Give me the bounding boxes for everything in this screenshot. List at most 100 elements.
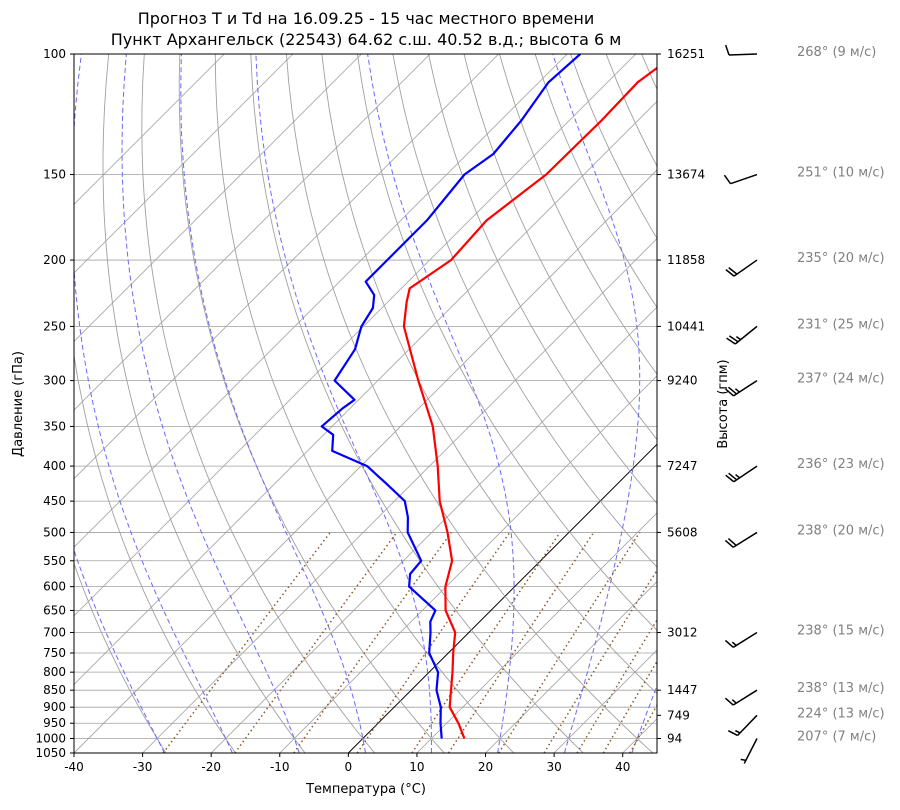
y-tick-label: 200 bbox=[43, 253, 66, 267]
wind-barb bbox=[726, 45, 757, 55]
height-label: 13674 bbox=[667, 168, 705, 182]
wind-label: 237° (24 м/с) bbox=[797, 372, 885, 387]
barb-full bbox=[726, 45, 729, 55]
moist-adiabat bbox=[632, 54, 842, 753]
wind-label: 268° (9 м/с) bbox=[797, 45, 876, 60]
dry-adiabat bbox=[713, 54, 900, 753]
barb-half bbox=[735, 731, 740, 733]
wind-barb bbox=[741, 738, 757, 763]
y-tick-label: 800 bbox=[43, 665, 66, 679]
height-label: 11858 bbox=[667, 253, 705, 267]
moist-adiabat bbox=[553, 54, 640, 753]
barb-staff bbox=[733, 532, 757, 547]
x-tick-label: 10 bbox=[409, 760, 424, 774]
y-tick-label: 650 bbox=[43, 603, 66, 617]
x-tick-label: -40 bbox=[64, 760, 84, 774]
barb-staff bbox=[734, 381, 757, 396]
barb-staff bbox=[744, 738, 757, 763]
y-tick-label: 550 bbox=[43, 554, 66, 568]
isotherm-line bbox=[417, 54, 900, 753]
dry-adiabat bbox=[286, 54, 653, 753]
dry-adiabat bbox=[103, 54, 305, 753]
height-label: 5608 bbox=[667, 525, 698, 539]
moist-adiabat bbox=[256, 54, 432, 753]
mixing-ratio-line bbox=[294, 532, 452, 753]
chart-title-line1: Прогноз T и Td на 16.09.25 - 15 час мест… bbox=[138, 9, 594, 28]
dry-adiabat bbox=[677, 54, 900, 753]
barb-staff bbox=[733, 690, 757, 705]
wind-label: 238° (20 м/с) bbox=[797, 523, 885, 538]
y-tick-label: 500 bbox=[43, 525, 66, 539]
wind-label: 238° (13 м/с) bbox=[797, 681, 885, 696]
x-tick-label: 0 bbox=[345, 760, 353, 774]
temperature-line bbox=[404, 63, 664, 739]
x-tick-label: 30 bbox=[546, 760, 561, 774]
wind-label: 231° (25 м/с) bbox=[797, 317, 885, 332]
dry-adiabat bbox=[819, 54, 900, 753]
wind-barb bbox=[724, 175, 757, 184]
moist-adiabat bbox=[181, 54, 366, 753]
wind-barb bbox=[725, 690, 757, 705]
background-lines bbox=[0, 54, 900, 753]
y-tick-label: 1000 bbox=[35, 731, 66, 745]
height-label: 749 bbox=[667, 708, 690, 722]
mixing-ratio-line bbox=[163, 532, 330, 753]
height-label: 7247 bbox=[667, 459, 698, 473]
y-tick-label: 300 bbox=[43, 374, 66, 388]
barb-half bbox=[741, 759, 746, 760]
barb-staff bbox=[734, 260, 757, 276]
isotherm-line bbox=[143, 54, 842, 753]
dry-adiabat bbox=[464, 54, 900, 753]
wind-barb bbox=[725, 532, 757, 547]
x-tick-label: -30 bbox=[133, 760, 153, 774]
y-axis-label: Давление (гПа) bbox=[11, 351, 26, 457]
barb-full bbox=[725, 698, 733, 705]
barb-half bbox=[732, 700, 736, 703]
dry-adiabat bbox=[429, 54, 900, 753]
y-tick-label: 250 bbox=[43, 319, 66, 333]
wind-label: 207° (7 м/с) bbox=[797, 729, 876, 744]
y-tick-label: 400 bbox=[43, 459, 66, 473]
dewpoint-line bbox=[322, 54, 581, 739]
barb-half bbox=[732, 642, 736, 645]
height-label: 3012 bbox=[667, 625, 698, 639]
wind-label: 235° (20 м/с) bbox=[797, 251, 885, 266]
height-label: 1447 bbox=[667, 683, 698, 697]
isotherm-line bbox=[486, 54, 900, 753]
y-tick-label: 750 bbox=[43, 646, 66, 660]
y-tick-label: 450 bbox=[43, 494, 66, 508]
dry-adiabat bbox=[142, 54, 375, 753]
isotherm-line bbox=[0, 54, 636, 753]
mixing-ratio-line bbox=[544, 532, 681, 753]
height-label: 9240 bbox=[667, 374, 698, 388]
wind-label: 224° (13 м/с) bbox=[797, 706, 885, 721]
wind-label: 236° (23 м/с) bbox=[797, 457, 885, 472]
wind-label: 251° (10 м/с) bbox=[797, 166, 885, 181]
barb-half bbox=[736, 337, 740, 340]
x-tick-label: -10 bbox=[270, 760, 290, 774]
y-tick-label: 600 bbox=[43, 580, 66, 594]
wind-barb bbox=[726, 260, 757, 276]
barb-half bbox=[736, 475, 740, 478]
moist-adiabat bbox=[72, 54, 233, 753]
wind-label: 238° (15 м/с) bbox=[797, 623, 885, 638]
plot-frame bbox=[74, 54, 657, 753]
wind-barb bbox=[727, 326, 757, 344]
barb-staff bbox=[734, 466, 757, 482]
wind-barb bbox=[726, 466, 757, 482]
isotherm-line bbox=[0, 54, 224, 753]
dry-adiabat bbox=[748, 54, 900, 753]
dry-adiabat bbox=[179, 54, 444, 753]
mixing-ratio-line bbox=[449, 532, 594, 753]
y-tick-label: 900 bbox=[43, 700, 66, 714]
wind-barb bbox=[725, 632, 757, 647]
chart-title-line2: Пункт Архангельск (22543) 64.62 с.ш. 40.… bbox=[111, 30, 622, 49]
isotherm-line bbox=[211, 54, 900, 753]
dry-adiabat bbox=[855, 54, 900, 753]
y-tick-label: 100 bbox=[43, 47, 66, 61]
isotherm-line bbox=[623, 54, 900, 753]
barb-staff bbox=[738, 715, 757, 735]
dry-adiabat bbox=[606, 54, 900, 753]
